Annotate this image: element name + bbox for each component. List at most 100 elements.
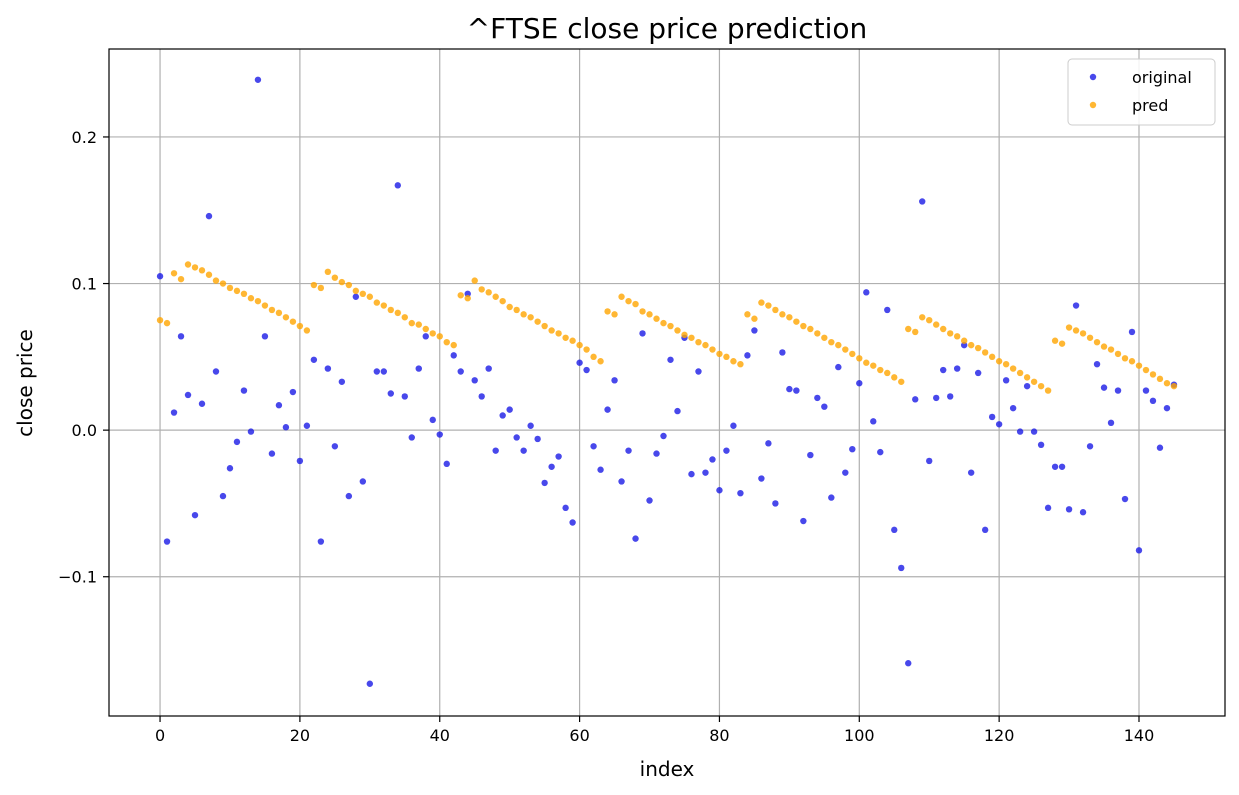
original-point — [926, 457, 933, 465]
pred-point — [597, 358, 604, 365]
original-point — [884, 306, 891, 314]
pred-point — [1114, 350, 1122, 358]
original-point — [660, 432, 667, 440]
pred-point — [555, 330, 562, 337]
original-point — [1114, 387, 1122, 394]
pred-point — [933, 321, 940, 328]
original-point — [814, 394, 821, 402]
original-point — [1163, 404, 1171, 412]
pred-point — [282, 314, 290, 321]
x-tick-label: 120 — [984, 726, 1015, 745]
pred-point — [492, 293, 499, 300]
pred-point — [960, 337, 968, 344]
original-point — [723, 447, 730, 454]
legend-box — [1067, 58, 1216, 126]
pred-point — [681, 331, 688, 339]
pred-point — [1009, 365, 1017, 372]
pred-point — [625, 297, 632, 305]
chart-title: ^FTSE close price prediction — [467, 12, 868, 45]
pred-point — [1100, 343, 1108, 350]
original-point — [562, 504, 569, 512]
pred-point — [1142, 366, 1150, 374]
pred-point — [226, 284, 234, 292]
x-axis-label: index — [640, 757, 695, 781]
pred-point — [1044, 387, 1052, 394]
pred-point — [967, 341, 975, 349]
original-point — [744, 352, 751, 359]
legend-marker-pred — [1089, 101, 1097, 109]
pred-point — [1079, 330, 1087, 337]
x-tick-label: 100 — [844, 726, 875, 745]
original-point — [912, 396, 919, 403]
original-point — [1030, 428, 1038, 435]
pred-point — [317, 284, 325, 292]
original-point — [499, 412, 506, 419]
pred-point — [296, 322, 304, 330]
original-point — [953, 365, 961, 372]
original-point — [737, 489, 744, 497]
original-point — [415, 365, 422, 372]
original-point — [247, 428, 255, 435]
original-point — [688, 470, 695, 478]
original-point — [408, 434, 415, 441]
y-tick-label: 0.0 — [72, 421, 97, 440]
pred-point — [856, 355, 863, 362]
legend-label-pred: pred — [1132, 96, 1168, 115]
pred-point — [919, 314, 926, 321]
original-point — [821, 403, 828, 410]
original-point — [1100, 384, 1108, 391]
original-point — [191, 511, 199, 519]
pred-point — [331, 274, 339, 281]
original-point — [946, 393, 954, 400]
pred-point — [1065, 324, 1073, 331]
original-point — [891, 526, 898, 534]
original-point — [625, 447, 632, 454]
pred-point — [429, 330, 436, 337]
original-point — [485, 365, 492, 372]
original-point — [296, 457, 304, 465]
pred-point — [408, 319, 415, 327]
pred-point — [275, 309, 283, 317]
pred-point — [730, 358, 737, 365]
pred-point — [247, 295, 255, 302]
original-point — [1037, 441, 1045, 449]
original-point — [177, 333, 185, 340]
pred-point — [177, 275, 185, 283]
pred-point — [786, 314, 793, 321]
original-point — [303, 422, 311, 429]
original-point — [1009, 404, 1017, 412]
original-point — [919, 198, 926, 205]
original-point — [1044, 504, 1052, 512]
pred-point — [632, 300, 639, 308]
pred-point — [835, 341, 842, 349]
pred-point — [1051, 337, 1059, 344]
pred-point — [1023, 374, 1031, 381]
pred-point — [436, 333, 443, 340]
pred-point — [988, 353, 996, 361]
pred-point — [464, 295, 471, 302]
original-point — [1065, 506, 1073, 513]
original-point — [751, 327, 758, 334]
original-point — [212, 368, 220, 375]
original-point — [534, 435, 541, 443]
pred-point — [191, 264, 199, 271]
pred-point — [345, 281, 353, 289]
original-point — [1072, 302, 1080, 309]
original-point — [730, 422, 737, 429]
original-point — [898, 564, 905, 572]
original-point — [849, 446, 856, 453]
pred-point — [499, 297, 506, 305]
original-point — [981, 526, 989, 534]
pred-point — [1156, 375, 1164, 383]
pred-point — [212, 277, 220, 284]
axis-ticks: 0 20 40 60 80 100 120 140 −0.1 0.0 0.1 0.2 — [58, 128, 1154, 745]
pred-point — [723, 353, 730, 361]
original-point — [240, 387, 248, 394]
pred-point — [1093, 338, 1101, 346]
series-pred — [156, 261, 1178, 394]
original-point — [960, 341, 968, 349]
x-tick-label: 80 — [709, 726, 729, 745]
original-point — [1142, 387, 1150, 394]
original-point — [1058, 463, 1066, 470]
